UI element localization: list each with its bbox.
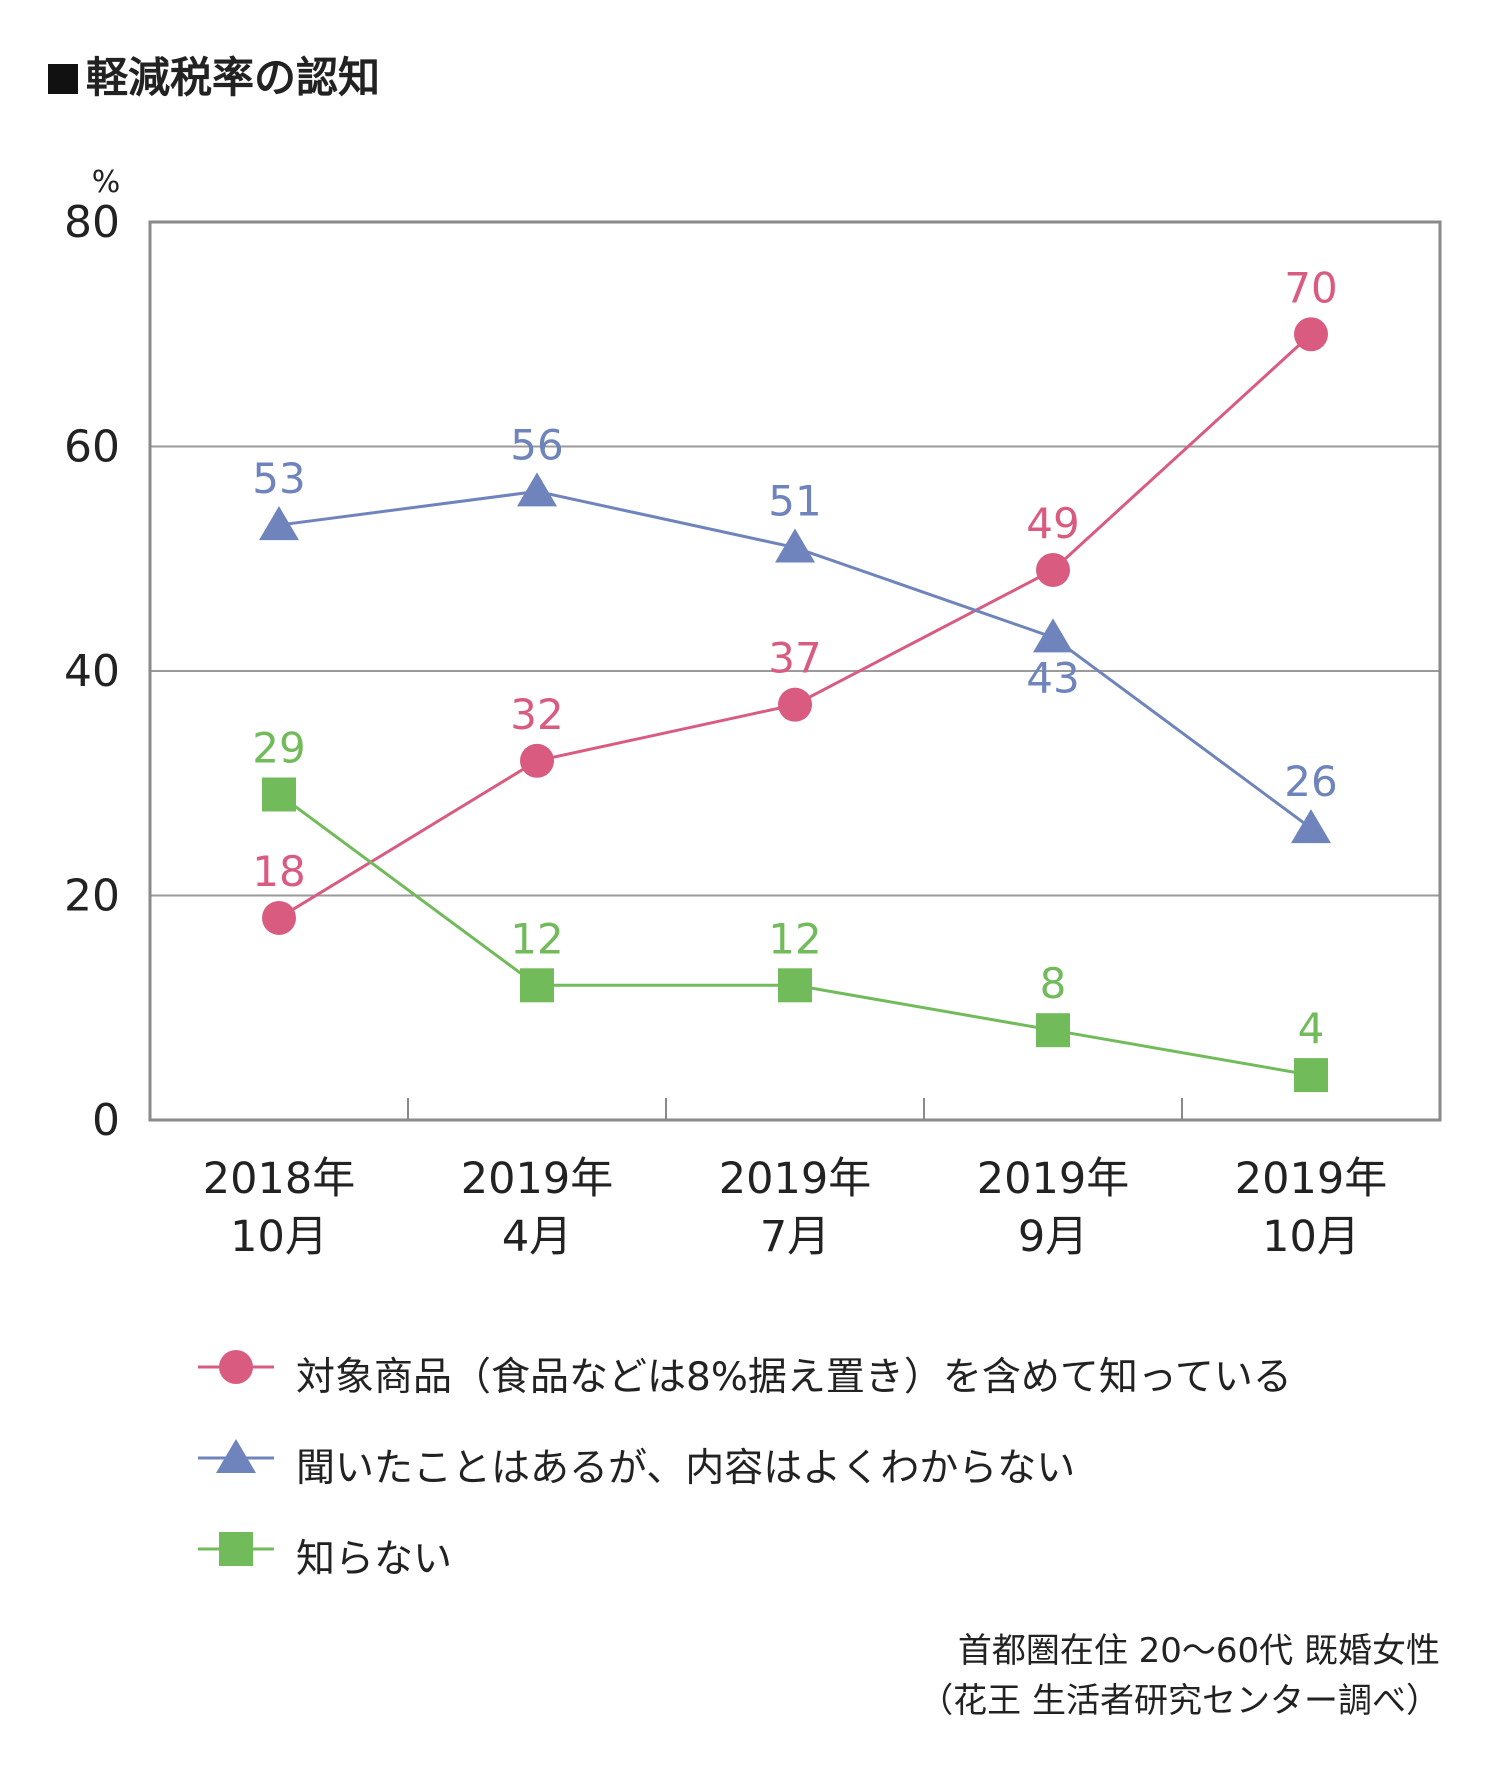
- legend-label-2: 知らない: [296, 1537, 453, 1582]
- data-label-1-1: 56: [510, 420, 563, 469]
- point-marker-1-2: [775, 528, 815, 563]
- x-tick-label-0-1: 10月: [230, 1212, 328, 1262]
- legend-label-1: 聞いたことはあるが、内容はよくわからない: [296, 1446, 1076, 1491]
- data-label-1-4: 26: [1284, 757, 1337, 806]
- legend-swatch-0: [198, 1350, 274, 1384]
- point-marker-2-2: [778, 968, 812, 1003]
- x-tick-label-3-1: 9月: [1018, 1212, 1088, 1262]
- data-label-0-3: 49: [1026, 499, 1079, 548]
- point-marker-2-1: [520, 968, 554, 1003]
- line-chart: 0 20 40 60 80% 2018年 10月 2019年 4月 2019年 7月 2019年 9月 2…: [64, 165, 1442, 1262]
- chart-title: 軽減税率の認知: [48, 44, 380, 105]
- legend-swatch-2: [198, 1532, 274, 1566]
- legend-label-0: 対象商品（食品などは8%据え置き）を含めて知っている: [296, 1355, 1292, 1400]
- legend-swatch-1: [198, 1439, 274, 1473]
- source-note-line-1: 首都圏在住 20〜60代 既婚女性: [957, 1631, 1440, 1671]
- point-marker-0-4: [1294, 317, 1328, 352]
- point-marker-2-3: [1036, 1013, 1070, 1048]
- data-label-2-4: 4: [1298, 1004, 1325, 1053]
- point-marker-1-0: [259, 506, 299, 541]
- y-tick-label-2: 40: [64, 646, 120, 697]
- point-marker-2-0: [262, 777, 296, 812]
- point-marker-2-4: [1294, 1058, 1328, 1093]
- x-tick-label-2-1: 7月: [760, 1212, 830, 1262]
- point-marker-0-3: [1036, 552, 1070, 587]
- x-tick-label-4-1: 10月: [1262, 1212, 1360, 1262]
- x-tick-label-2-0: 2019年: [719, 1154, 871, 1204]
- data-label-0-0: 18: [252, 847, 305, 896]
- y-tick-label-4: 80: [64, 197, 120, 248]
- data-label-1-2: 51: [768, 477, 821, 526]
- chart-title-text: 軽減税率の認知: [86, 53, 381, 102]
- point-marker-1-3: [1033, 618, 1073, 653]
- legend-marker-2: [219, 1532, 253, 1566]
- data-label-0-1: 32: [510, 690, 563, 739]
- y-unit-label: %: [92, 165, 121, 200]
- x-tick-label-1-0: 2019年: [461, 1154, 613, 1204]
- point-marker-0-1: [520, 743, 554, 778]
- point-marker-1-1: [517, 472, 557, 507]
- data-label-2-1: 12: [510, 914, 563, 963]
- x-tick-label-0-0: 2018年: [203, 1154, 355, 1204]
- series-line-0: [278, 333, 1313, 920]
- data-label-2-2: 12: [768, 914, 821, 963]
- x-tick-label-3-0: 2019年: [977, 1154, 1129, 1204]
- source-note-line-2: （花王 生活者研究センター調べ）: [919, 1681, 1440, 1721]
- x-tick-label-4-0: 2019年: [1235, 1154, 1387, 1204]
- title-square-icon: [48, 64, 78, 94]
- plot-frame: [148, 220, 1442, 1122]
- point-marker-0-2: [778, 687, 812, 722]
- data-label-1-0: 53: [252, 454, 305, 503]
- point-marker-0-0: [262, 900, 296, 935]
- y-tick-label-0: 0: [92, 1095, 120, 1146]
- legend-marker-0: [219, 1350, 253, 1384]
- y-tick-label-3: 60: [64, 422, 120, 473]
- data-label-0-4: 70: [1284, 263, 1337, 312]
- legend-marker-1: [216, 1439, 256, 1473]
- y-tick-label-1: 20: [64, 871, 120, 922]
- data-label-0-2: 37: [768, 634, 821, 683]
- data-label-2-3: 8: [1040, 959, 1067, 1008]
- x-tick-label-1-1: 4月: [502, 1212, 572, 1262]
- source-note: 首都圏在住 20〜60代 既婚女性 （花王 生活者研究センター調べ）: [919, 1626, 1440, 1726]
- data-label-2-0: 29: [252, 723, 305, 772]
- data-label-1-3: 43: [1026, 653, 1079, 702]
- point-marker-1-4: [1291, 809, 1331, 844]
